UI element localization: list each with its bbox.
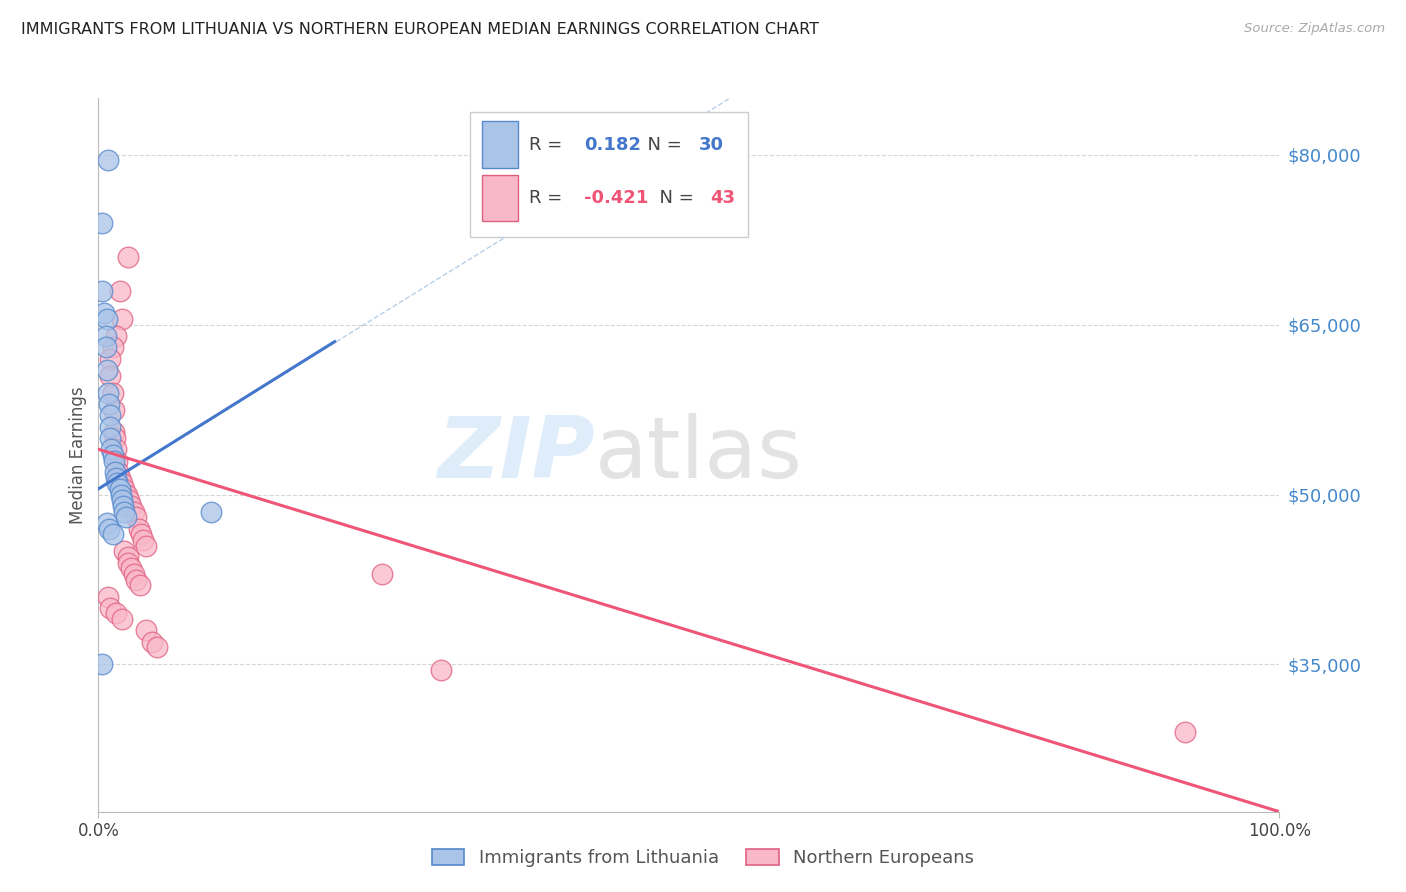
FancyBboxPatch shape [482,175,517,221]
Point [94,340,117,354]
Point [111,612,134,626]
Point [108,284,131,298]
Point [128,578,150,592]
Point [112,544,135,558]
Point [103,425,125,440]
FancyBboxPatch shape [471,112,748,237]
Point [98,351,121,366]
Point [108,482,131,496]
Point [105,607,128,621]
Point [101,448,124,462]
Text: ZIP: ZIP [437,413,595,497]
Point [115,487,138,501]
Point [430,663,453,677]
Point [111,312,134,326]
Point [125,573,148,587]
Point [98,368,121,383]
Point [121,561,143,575]
Point [121,499,143,513]
Point [1174,725,1197,739]
Point [97,385,120,400]
Point [101,385,124,400]
Point [135,539,157,553]
Point [98,600,121,615]
Point [103,453,125,467]
Point [117,556,139,570]
Point [112,504,135,518]
Text: N =: N = [648,189,699,207]
Point [125,510,148,524]
Point [118,493,141,508]
Point [96,363,118,377]
Point [98,419,121,434]
Point [97,590,120,604]
Point [103,402,125,417]
Point [96,312,118,326]
Point [105,453,128,467]
Legend: Immigrants from Lithuania, Northern Europeans: Immigrants from Lithuania, Northern Euro… [425,841,981,874]
Text: 30: 30 [699,136,724,153]
Point [105,470,128,484]
Point [117,250,139,264]
Point [108,470,131,484]
Point [91,657,114,672]
Point [117,549,139,564]
Point [111,476,134,491]
Y-axis label: Median Earnings: Median Earnings [69,386,87,524]
Point [111,493,134,508]
Point [98,397,121,411]
Point [371,566,394,581]
Point [100,442,122,457]
Point [122,504,145,518]
Text: atlas: atlas [595,413,803,497]
Point [107,465,129,479]
Text: R =: R = [530,189,568,207]
Point [135,624,157,638]
Text: IMMIGRANTS FROM LITHUANIA VS NORTHERN EUROPEAN MEDIAN EARNINGS CORRELATION CHART: IMMIGRANTS FROM LITHUANIA VS NORTHERN EU… [21,22,820,37]
Point [98,522,121,536]
Point [97,153,120,168]
Point [122,566,145,581]
Point [200,504,222,518]
Point [96,516,118,530]
Point [110,487,132,501]
Point [94,329,117,343]
Point [141,635,163,649]
Point [112,482,135,496]
Point [114,510,136,524]
Text: R =: R = [530,136,568,153]
Point [146,640,169,655]
Text: 43: 43 [710,189,735,207]
Point [91,216,114,230]
Point [112,499,135,513]
Text: Source: ZipAtlas.com: Source: ZipAtlas.com [1244,22,1385,36]
Text: N =: N = [636,136,688,153]
Point [132,533,155,547]
Point [104,431,127,445]
Point [98,409,121,423]
Point [128,522,150,536]
FancyBboxPatch shape [482,121,517,168]
Text: -0.421: -0.421 [583,189,648,207]
Text: 0.182: 0.182 [583,136,641,153]
Point [104,465,127,479]
Point [93,306,115,320]
Point [129,527,152,541]
Point [91,284,114,298]
Point [101,527,124,541]
Point [105,476,128,491]
Point [105,329,128,343]
Point [98,431,121,445]
Point [105,442,128,457]
Point [101,340,124,354]
